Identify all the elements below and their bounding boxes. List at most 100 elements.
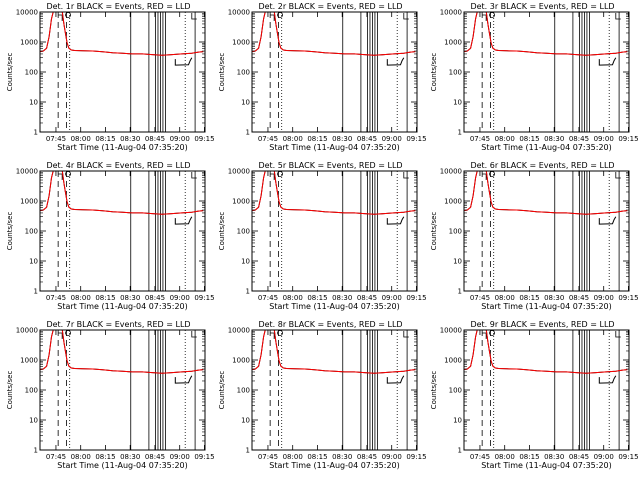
series-lld-line (464, 330, 628, 374)
x-tick-label: 09:15 (194, 453, 214, 461)
y-tick-label: 10 (241, 258, 250, 266)
chart-panel-2: Det. 2r BLACK = Events, RED = LLD 1 10 100 1… (218, 2, 427, 152)
chart-title: Det. 4r BLACK = Events, RED = LLD (46, 161, 190, 170)
y-tick-label: 10000 (440, 168, 462, 176)
series-events-line (464, 330, 628, 374)
y-tick-label: 1 (458, 447, 462, 455)
x-tick-label: 09:15 (194, 294, 214, 302)
x-tick-label: 08:30 (332, 294, 352, 302)
x-tick-label: 08:45 (569, 135, 589, 143)
x-tick-label: 09:00 (382, 294, 402, 302)
y-tick-label: 100 (237, 228, 250, 236)
y-tick-label: 10000 (440, 327, 462, 335)
data-curves (464, 171, 628, 225)
y-axis-label: Counts/sec (6, 371, 14, 410)
x-tick-label: 07:45 (258, 294, 278, 302)
y-axis-label: Counts/sec (218, 53, 226, 92)
x-tick-label: 09:00 (382, 135, 402, 143)
x-tick-label: 08:45 (569, 453, 589, 461)
x-tick-label: 08:30 (120, 453, 140, 461)
x-tick-label: 08:15 (95, 135, 115, 143)
x-axis-label: Start Time (11-Aug-04 07:35:20) (481, 143, 612, 152)
x-tick-label: 09:00 (382, 453, 402, 461)
x-tick-label: 08:00 (495, 135, 515, 143)
series-events-line (40, 171, 204, 215)
x-tick-label: 08:15 (95, 453, 115, 461)
y-tick-label: 100 (449, 387, 462, 395)
flag-marker (270, 173, 275, 180)
flag-marker (615, 13, 621, 20)
series-events-dip (598, 216, 617, 225)
x-tick-label: 08:00 (71, 135, 91, 143)
x-tick-label: 07:45 (46, 294, 66, 302)
series-events-line (464, 171, 628, 215)
y-tick-label: 10000 (228, 168, 250, 176)
y-tick-label: 1000 (20, 198, 38, 206)
chart-panel-1: Det. 1r BLACK = Events, RED = LLD 1 10 100 1… (6, 2, 215, 152)
y-tick-label: 1000 (20, 357, 38, 365)
data-curves (252, 330, 416, 384)
flag-marker (58, 332, 63, 339)
y-tick-label: 1 (34, 129, 38, 137)
series-lld-line (40, 12, 204, 56)
x-axis-label: Start Time (11-Aug-04 07:35:20) (269, 461, 400, 470)
marker-lines (269, 12, 408, 132)
marker-lines (269, 330, 408, 450)
marker-lines (269, 171, 408, 291)
x-tick-label: 08:00 (495, 294, 515, 302)
y-tick-label: 10 (453, 417, 462, 425)
chart-panel-4: Det. 4r BLACK = Events, RED = LLD 1 10 100 1… (6, 161, 215, 311)
x-tick-label: 08:30 (544, 135, 564, 143)
x-tick-label: 09:15 (194, 135, 214, 143)
x-axis-label: Start Time (11-Aug-04 07:35:20) (481, 302, 612, 311)
y-tick-label: 100 (449, 228, 462, 236)
series-events-dip (598, 375, 617, 384)
data-curves (252, 12, 416, 66)
x-axis-label: Start Time (11-Aug-04 07:35:20) (57, 461, 188, 470)
y-tick-label: 1 (458, 288, 462, 296)
x-tick-label: 08:15 (519, 453, 539, 461)
y-tick-label: 1000 (232, 39, 250, 47)
y-tick-label: 1000 (444, 39, 462, 47)
data-curves (40, 330, 204, 384)
y-tick-label: 100 (25, 387, 38, 395)
x-tick-label: 08:15 (519, 294, 539, 302)
flag-marker (191, 13, 197, 20)
series-lld-line (464, 171, 628, 215)
series-events-line (252, 171, 416, 215)
chart-title: Det. 2r BLACK = Events, RED = LLD (258, 2, 402, 11)
y-tick-label: 10 (453, 258, 462, 266)
y-tick-label: 10 (453, 99, 462, 107)
chart-panel-9: Det. 9r BLACK = Events, RED = LLD 1 10 100 1… (430, 320, 639, 470)
y-tick-label: 1 (246, 129, 250, 137)
series-events-dip (386, 375, 405, 384)
x-axis-label: Start Time (11-Aug-04 07:35:20) (57, 143, 188, 152)
series-events-dip (174, 216, 193, 225)
flag-marker (615, 172, 621, 179)
data-curves (252, 171, 416, 225)
x-tick-label: 08:00 (283, 453, 303, 461)
series-lld-line (252, 12, 416, 56)
y-tick-label: 1000 (232, 198, 250, 206)
y-axis-label: Counts/sec (430, 53, 438, 92)
x-tick-label: 08:00 (283, 294, 303, 302)
y-tick-label: 1 (246, 288, 250, 296)
x-axis-label: Start Time (11-Aug-04 07:35:20) (481, 461, 612, 470)
y-tick-label: 1000 (20, 39, 38, 47)
y-tick-label: 10000 (228, 327, 250, 335)
series-events-line (252, 12, 416, 56)
y-tick-label: 1 (458, 129, 462, 137)
chart-title: Det. 5r BLACK = Events, RED = LLD (258, 161, 402, 170)
y-tick-label: 10 (29, 99, 38, 107)
flag-marker (191, 331, 197, 338)
x-tick-label: 09:00 (170, 135, 190, 143)
chart-title: Det. 8r BLACK = Events, RED = LLD (258, 320, 402, 329)
series-events-line (252, 330, 416, 374)
y-axis-label: Counts/sec (218, 371, 226, 410)
y-tick-label: 1000 (444, 357, 462, 365)
x-tick-label: 08:15 (307, 294, 327, 302)
y-tick-label: 10000 (16, 327, 38, 335)
marker-lines (481, 12, 620, 132)
